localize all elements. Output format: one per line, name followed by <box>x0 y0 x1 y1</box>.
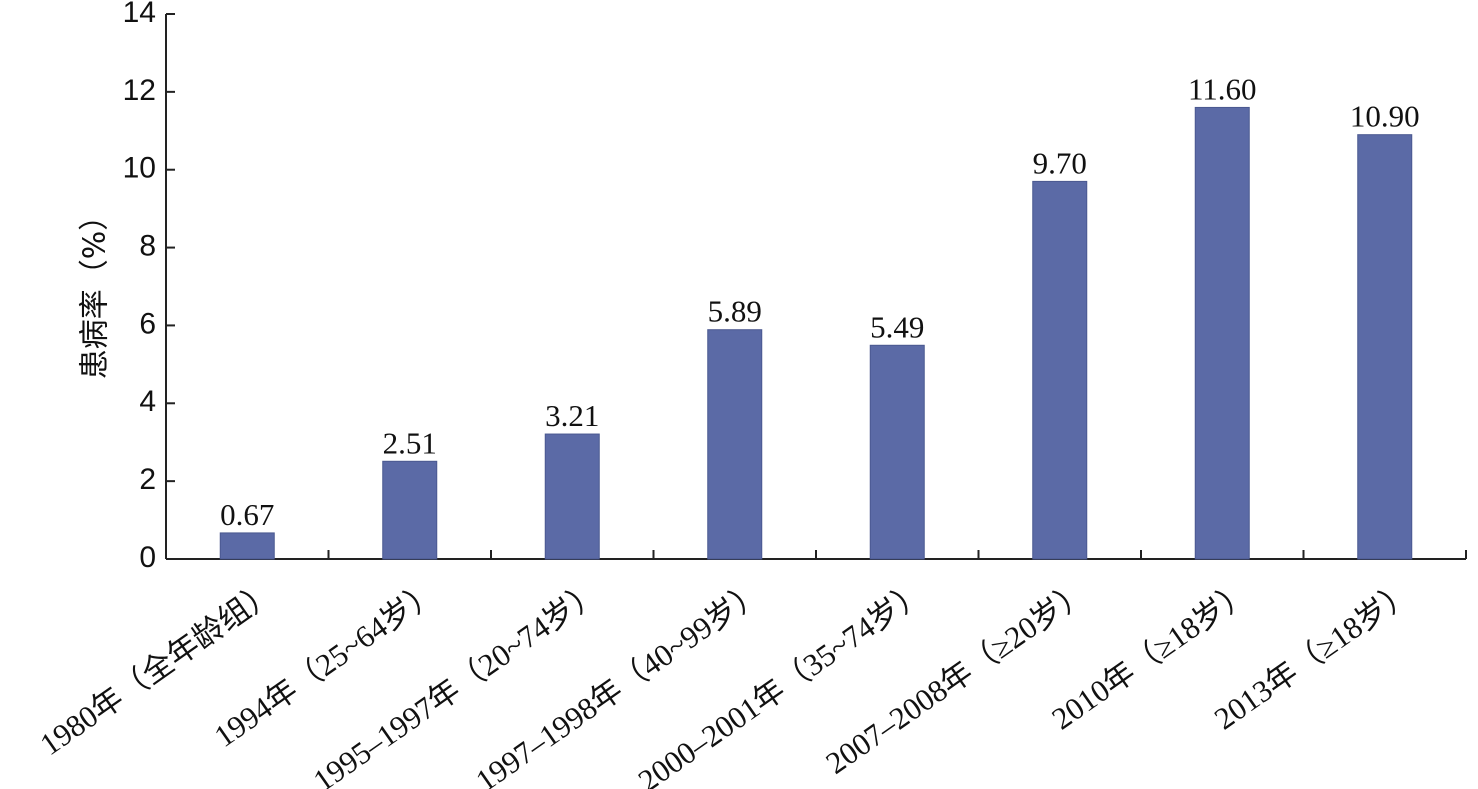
x-category-label: 2007–2008年（≥20岁） <box>819 573 1094 780</box>
bar <box>1032 180 1088 560</box>
data-label: 5.89 <box>708 294 762 329</box>
y-tick-label: 0 <box>139 541 156 574</box>
y-tick-label: 6 <box>139 307 156 340</box>
bar <box>1357 134 1413 560</box>
data-label: 5.49 <box>870 309 924 344</box>
y-tick-label: 14 <box>123 0 156 29</box>
x-category-label: 1995–1997年（20~74岁） <box>307 573 607 789</box>
data-label: 2.51 <box>383 425 437 460</box>
x-category-label: 2000–2001年（35~74岁） <box>632 573 932 789</box>
bar <box>707 329 763 560</box>
data-label: 0.67 <box>220 497 274 532</box>
data-label: 9.70 <box>1033 145 1087 180</box>
data-label: 10.90 <box>1350 99 1420 134</box>
y-tick-label: 10 <box>123 152 156 185</box>
bar <box>382 460 438 560</box>
data-label: 11.60 <box>1188 71 1257 106</box>
data-label: 3.21 <box>545 398 599 433</box>
y-tick-label: 2 <box>139 463 156 496</box>
y-tick-label: 4 <box>139 385 156 418</box>
y-tick-label: 8 <box>139 229 156 262</box>
bar <box>869 344 925 560</box>
y-tick-label: 12 <box>123 74 156 107</box>
bar <box>219 532 275 560</box>
bar <box>544 433 600 560</box>
x-category-label: 1997–1998年（40~99岁） <box>469 573 769 789</box>
bar <box>1194 106 1250 560</box>
y-axis-title: 患病率（%） <box>78 201 113 380</box>
